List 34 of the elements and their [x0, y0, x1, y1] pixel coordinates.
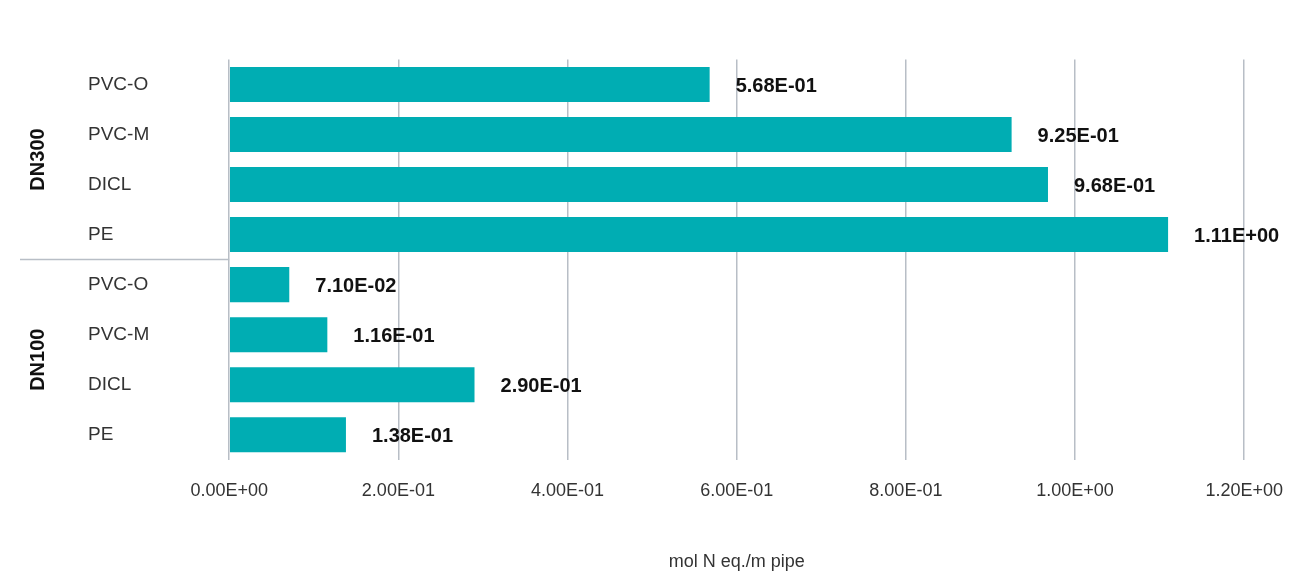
- data-label: 9.25E-01: [1037, 123, 1119, 146]
- x-tick-label: 8.00E-01: [869, 479, 943, 500]
- data-label: 2.90E-01: [500, 374, 582, 397]
- x-tick-label: 6.00E-01: [700, 479, 774, 500]
- x-tick-label: 4.00E-01: [531, 479, 605, 500]
- x-tick-label: 1.20E+00: [1205, 479, 1283, 500]
- y-tick-label: PE: [88, 423, 114, 445]
- data-label: 7.10E-02: [315, 274, 397, 297]
- x-axis-title: mol N eq./m pipe: [668, 551, 805, 572]
- bar: [229, 167, 1048, 203]
- x-tick-label: 0.00E+00: [190, 479, 269, 500]
- text: DN100: [25, 328, 48, 391]
- bar: [229, 417, 346, 453]
- x-tick-label: 1.00E+00: [1036, 479, 1114, 500]
- y-tick-label: DICL: [88, 172, 132, 194]
- y-tick-label: DICL: [88, 372, 132, 394]
- data-label: 1.16E-01: [353, 324, 435, 347]
- bar: [229, 267, 290, 303]
- bar: [229, 217, 1169, 253]
- bar: [229, 66, 710, 102]
- data-label: 9.68E-01: [1073, 174, 1156, 197]
- y-tick-label: PVC-O: [88, 272, 149, 294]
- data-label: 1.11E+00: [1194, 224, 1280, 247]
- y-tick-label: PE: [88, 222, 114, 244]
- bar: [229, 367, 475, 403]
- y-tick-label: PVC-M: [88, 322, 150, 344]
- data-label: 1.38E-01: [371, 424, 454, 447]
- data-label: 5.68E-01: [735, 73, 817, 96]
- x-tick-label: 2.00E-01: [361, 479, 435, 500]
- y-tick-label: PVC-M: [88, 122, 150, 144]
- bar: [229, 317, 328, 353]
- bar: [229, 116, 1012, 152]
- text: DN300: [25, 128, 48, 191]
- y-tick-label: PVC-O: [88, 72, 149, 94]
